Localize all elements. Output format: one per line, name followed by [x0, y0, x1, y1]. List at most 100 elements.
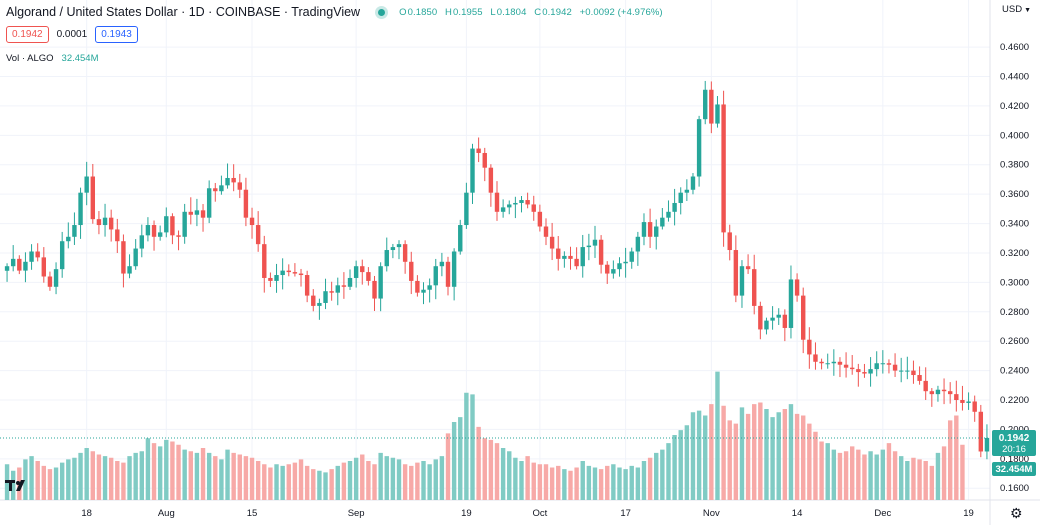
- volume-bar: [678, 430, 683, 500]
- candle-body: [157, 232, 163, 237]
- volume-bar: [157, 446, 163, 500]
- volume-bar: [709, 404, 714, 500]
- price-axis[interactable]: 0.1600 0.1800 0.2000 0.2200 0.2400 0.2600 0.28…: [1000, 42, 1029, 494]
- volume-bar: [415, 462, 420, 500]
- price-tick-label: 0.3600: [1000, 189, 1029, 200]
- volume-bar: [898, 456, 904, 500]
- volume-bar: [390, 457, 396, 500]
- candle-body: [188, 211, 193, 215]
- candle-body: [10, 258, 16, 267]
- volume-bar: [439, 456, 445, 500]
- candle-body: [347, 277, 353, 287]
- candle-body: [874, 363, 879, 370]
- candle-body: [482, 152, 487, 168]
- candle-body: [304, 275, 310, 296]
- time-tick-label: 14: [792, 508, 803, 519]
- candle-body: [464, 192, 469, 226]
- candle-body: [225, 177, 230, 186]
- currency-selector[interactable]: USD ▼: [1002, 4, 1031, 15]
- candle-body: [182, 211, 187, 237]
- symbol-title[interactable]: Algorand / United States Dollar · 1D · C…: [6, 5, 361, 19]
- candle-body: [935, 389, 941, 395]
- candle-body: [623, 261, 628, 264]
- tradingview-logo-icon[interactable]: [5, 478, 29, 495]
- volume-bar: [629, 465, 634, 500]
- candle-body: [703, 89, 708, 120]
- volume-bar: [213, 456, 218, 500]
- price-tick-label: 0.3800: [1000, 160, 1029, 171]
- candle-body: [562, 255, 567, 259]
- candle-body: [41, 257, 47, 277]
- volume-bar: [84, 448, 89, 500]
- candle-body: [647, 222, 653, 237]
- volume-bar: [825, 443, 830, 500]
- candle-body: [513, 202, 518, 205]
- ohlc-high: H0.1955: [445, 6, 483, 18]
- gear-icon[interactable]: ⚙: [1010, 505, 1023, 521]
- volume-bar: [954, 415, 959, 500]
- ask-price-button[interactable]: 0.1943: [95, 26, 138, 43]
- volume-bar: [378, 452, 383, 500]
- volume-bar: [721, 405, 726, 500]
- volume-bar: [684, 425, 690, 500]
- candle-body: [794, 279, 800, 296]
- last-volume-value: 32.454M: [996, 464, 1033, 475]
- candle-body: [868, 369, 873, 374]
- volume-bar: [745, 413, 751, 500]
- volume-bar: [219, 459, 224, 500]
- last-volume-tag: 32.454M: [992, 462, 1036, 476]
- volume-bar: [488, 439, 494, 500]
- volume-bar: [323, 472, 328, 500]
- volume-bar: [794, 413, 800, 500]
- candle-body: [690, 176, 696, 190]
- candle-body: [813, 354, 818, 362]
- price-tick-label: 0.4400: [1000, 72, 1029, 83]
- candle-body: [611, 269, 616, 274]
- candle-body: [164, 216, 169, 233]
- volume-bar: [41, 465, 47, 500]
- volume-bar: [519, 461, 524, 500]
- candle-body: [696, 119, 702, 177]
- volume-bar: [850, 446, 855, 500]
- volume-bar: [819, 441, 824, 500]
- candle-body: [568, 255, 573, 259]
- candles: [4, 80, 990, 460]
- volume-bar: [690, 412, 696, 500]
- volume-bar: [647, 457, 653, 500]
- volume-bar: [586, 465, 592, 500]
- candle-body: [121, 241, 126, 274]
- time-tick-label: 19: [963, 508, 974, 519]
- candle-body: [672, 202, 677, 212]
- time-axis[interactable]: 18 Aug 15 Sep 19 Oct 17 Nov 14 Dec 19: [81, 508, 973, 519]
- candle-body: [243, 189, 249, 218]
- last-price-value: 0.1942: [999, 433, 1030, 444]
- volume-bar: [433, 459, 438, 500]
- candle-body: [231, 177, 236, 183]
- volume-bar: [562, 469, 567, 500]
- candle-body: [433, 266, 438, 286]
- candle-body: [194, 210, 200, 215]
- candle-body: [353, 266, 359, 278]
- volume-bar: [733, 423, 739, 500]
- candle-body: [758, 305, 763, 330]
- candle-body: [843, 364, 849, 368]
- volume-bar: [752, 404, 757, 500]
- volume-bar: [341, 462, 347, 500]
- candle-body: [409, 261, 414, 281]
- bid-price-button[interactable]: 0.1942: [6, 26, 49, 43]
- candle-body: [47, 276, 53, 287]
- volume-legend[interactable]: Vol · ALGO 32.454M: [6, 53, 99, 64]
- candle-body: [966, 401, 971, 403]
- volume-bar: [788, 404, 794, 500]
- volume-bar: [347, 461, 353, 500]
- candle-body: [745, 266, 751, 270]
- candle-body: [537, 211, 543, 227]
- candle-body: [268, 277, 273, 281]
- time-tick-label: 15: [247, 508, 258, 519]
- volume-bar: [801, 415, 806, 500]
- candle-body: [311, 295, 316, 306]
- volume-bar: [108, 457, 114, 500]
- volume-bar: [182, 449, 187, 500]
- volume-bar: [703, 415, 708, 500]
